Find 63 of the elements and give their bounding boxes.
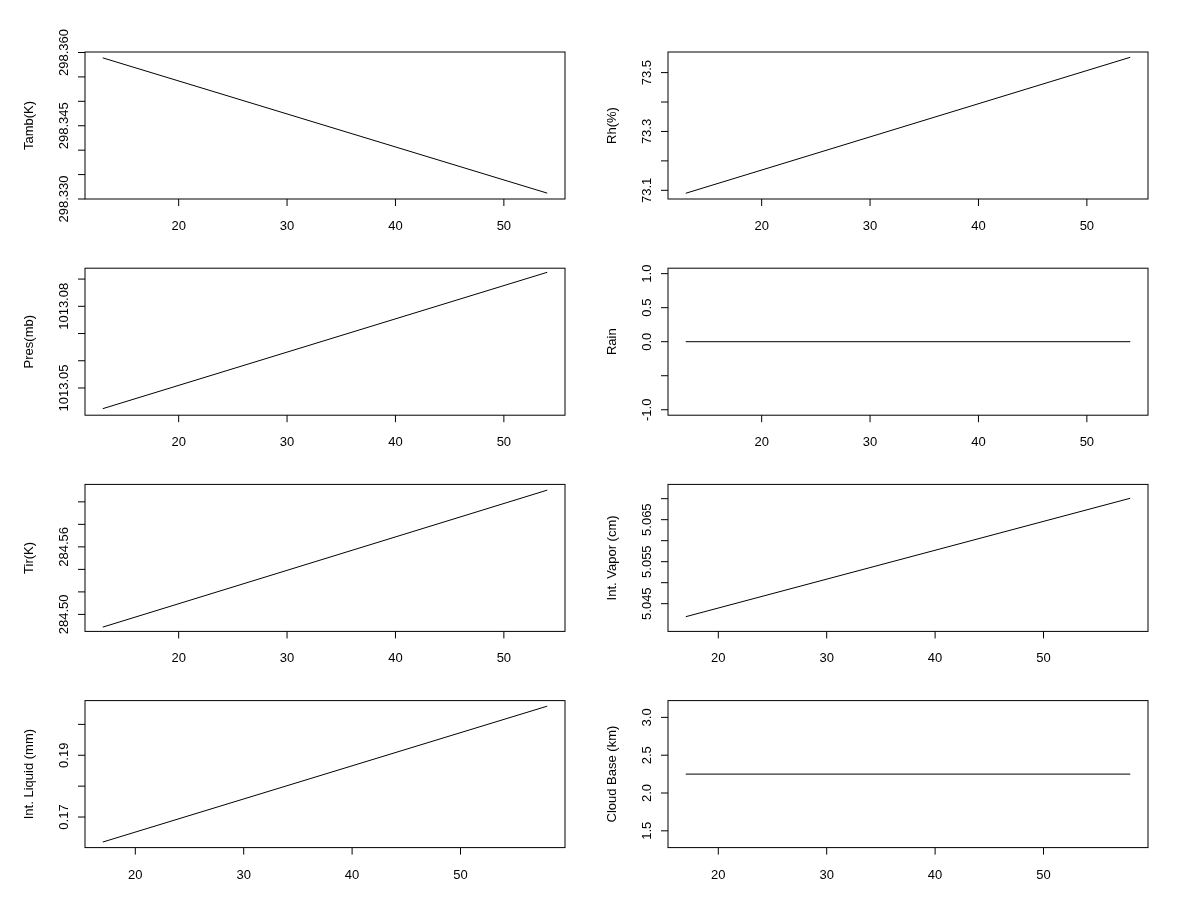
x-tick-label: 20 bbox=[171, 218, 186, 233]
y-axis-title: Rh(%) bbox=[604, 107, 619, 144]
y-axis-title: Tamb(K) bbox=[21, 100, 36, 151]
x-tick-label: 30 bbox=[279, 218, 295, 233]
y-tick-label: 0.0 bbox=[639, 332, 654, 351]
x-tick-label: 40 bbox=[971, 218, 986, 233]
y-tick-label: 73.3 bbox=[639, 118, 654, 145]
y-tick-label: 298.330 bbox=[56, 175, 71, 223]
y-axis-title: Tir(K) bbox=[21, 541, 36, 574]
x-tick-label: 30 bbox=[862, 434, 878, 450]
y-tick-label: 5.055 bbox=[639, 545, 654, 578]
y-tick-label: 73.1 bbox=[639, 177, 654, 203]
x-tick-label: 40 bbox=[971, 434, 986, 450]
x-tick-label: 30 bbox=[862, 218, 878, 233]
y-axis-title: Int. Vapor (cm) bbox=[604, 515, 619, 601]
x-tick-label: 50 bbox=[1079, 218, 1095, 233]
y-tick-label: 0.17 bbox=[56, 804, 71, 830]
y-tick-label: 0.19 bbox=[56, 742, 71, 768]
x-tick-label: 50 bbox=[496, 218, 512, 233]
x-tick-label: 20 bbox=[128, 866, 143, 882]
x-tick-label: 50 bbox=[1036, 650, 1051, 666]
x-tick-label: 30 bbox=[819, 650, 834, 666]
y-tick-label: 73.5 bbox=[639, 59, 654, 86]
y-tick-label: 0.5 bbox=[639, 298, 654, 317]
x-tick-label: 50 bbox=[453, 866, 468, 882]
x-tick-label: 40 bbox=[927, 866, 943, 882]
y-tick-label: 1.0 bbox=[639, 264, 654, 283]
x-tick-label: 50 bbox=[496, 434, 512, 450]
y-tick-label: 3.0 bbox=[639, 708, 654, 727]
x-tick-label: 50 bbox=[1036, 866, 1051, 882]
x-tick-label: 50 bbox=[1079, 434, 1095, 450]
x-tick-label: 40 bbox=[927, 650, 943, 666]
y-tick-label: -1.0 bbox=[639, 398, 654, 421]
y-tick-label: 1013.08 bbox=[56, 282, 71, 330]
y-tick-label: 2.0 bbox=[639, 783, 654, 803]
x-tick-label: 20 bbox=[754, 434, 769, 450]
x-tick-label: 30 bbox=[279, 434, 295, 450]
y-tick-label: 5.065 bbox=[639, 503, 654, 536]
y-tick-label: 2.5 bbox=[639, 746, 654, 765]
x-tick-label: 20 bbox=[171, 434, 186, 450]
y-tick-label: 284.50 bbox=[56, 594, 71, 635]
x-tick-label: 40 bbox=[388, 650, 403, 666]
x-tick-label: 20 bbox=[171, 650, 186, 666]
x-tick-label: 40 bbox=[388, 434, 403, 450]
y-tick-label: 1013.05 bbox=[56, 364, 71, 412]
y-axis-title: Cloud Base (km) bbox=[604, 725, 619, 823]
x-tick-label: 50 bbox=[496, 650, 512, 666]
x-tick-label: 30 bbox=[279, 650, 295, 666]
y-tick-label: 1.5 bbox=[639, 821, 654, 840]
y-tick-label: 298.360 bbox=[56, 28, 71, 76]
x-tick-label: 40 bbox=[388, 218, 403, 233]
x-tick-label: 20 bbox=[711, 866, 726, 882]
y-tick-label: 284.56 bbox=[56, 526, 71, 567]
y-axis-title: Pres(mb) bbox=[21, 314, 36, 369]
y-axis-title: Int. Liquid (mm) bbox=[21, 728, 36, 820]
x-tick-label: 30 bbox=[236, 866, 251, 882]
x-tick-label: 20 bbox=[754, 218, 769, 233]
x-tick-label: 40 bbox=[344, 866, 360, 882]
x-tick-label: 20 bbox=[711, 650, 726, 666]
y-axis-title: Rain bbox=[604, 328, 619, 356]
y-tick-label: 5.045 bbox=[639, 587, 654, 620]
x-tick-label: 30 bbox=[819, 866, 834, 882]
y-tick-label: 298.345 bbox=[56, 102, 71, 150]
